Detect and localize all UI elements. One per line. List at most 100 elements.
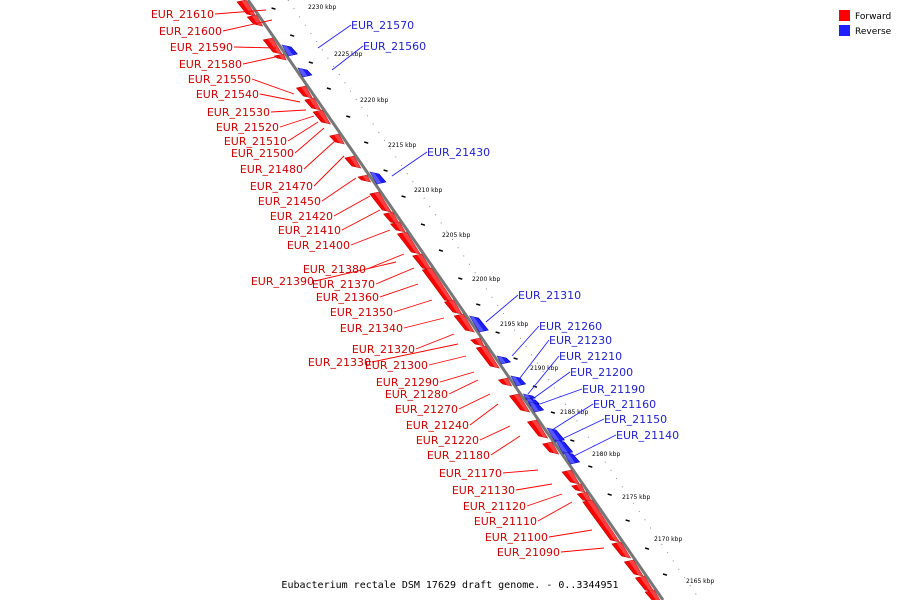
leader-line [251,78,295,95]
forward-gene-label[interactable]: EUR_21580 [179,58,242,71]
tick-label: 2220 kbp [360,97,388,104]
forward-gene-label[interactable]: EUR_21540 [196,88,259,101]
forward-gene[interactable] [344,155,362,169]
gene-highlight [417,254,432,270]
minor-tick [607,493,612,496]
forward-gene[interactable] [611,541,632,559]
forward-gene-label[interactable]: EUR_21530 [207,106,270,119]
reverse-gene[interactable] [281,44,298,57]
forward-gene-label[interactable]: EUR_21090 [497,546,560,559]
forward-gene[interactable] [634,575,655,593]
forward-gene-label[interactable]: EUR_21450 [258,195,321,208]
forward-gene[interactable] [623,559,644,577]
forward-gene[interactable] [475,345,500,369]
forward-gene-label[interactable]: EUR_21410 [278,224,341,237]
forward-gene[interactable] [421,267,455,303]
forward-gene-label[interactable]: EUR_21600 [159,25,222,38]
forward-gene[interactable] [561,469,581,485]
forward-gene-label[interactable]: EUR_21550 [188,73,251,86]
forward-gene-label[interactable]: EUR_21390 [251,275,314,288]
forward-gene[interactable] [383,211,401,225]
forward-gene-label[interactable]: EUR_21270 [395,403,458,416]
forward-gene-label[interactable]: EUR_21380 [303,263,366,276]
forward-gene[interactable] [369,191,392,213]
forward-gene-label[interactable]: EUR_21320 [352,343,415,356]
leader-line [366,253,405,270]
forward-gene-label[interactable]: EUR_21420 [270,210,333,223]
forward-gene[interactable] [396,231,421,255]
forward-gene-label[interactable]: EUR_21120 [463,500,526,513]
gene-highlight [547,428,560,442]
forward-gene[interactable] [644,589,661,600]
reverse-gene[interactable] [297,67,313,78]
reverse-gene[interactable] [528,401,545,413]
reverse-gene-label[interactable]: EUR_21150 [604,413,667,426]
forward-gene-label[interactable]: EUR_21110 [474,515,537,528]
reverse-gene-label[interactable]: EUR_21260 [539,320,602,333]
forward-gene-label[interactable]: EUR_21220 [416,434,479,447]
forward-gene-label[interactable]: EUR_21180 [427,449,490,462]
forward-gene-label[interactable]: EUR_21350 [330,306,393,319]
forward-gene-label[interactable]: EUR_21370 [312,278,375,291]
reverse-gene[interactable] [554,439,574,455]
forward-gene[interactable] [304,97,322,111]
reverse-gene-label[interactable]: EUR_21560 [363,40,426,53]
forward-gene[interactable] [273,53,287,61]
reverse-gene-label[interactable]: EUR_21140 [616,429,679,442]
forward-gene-label[interactable]: EUR_21240 [406,419,469,432]
reverse-gene-label[interactable]: EUR_21570 [351,19,414,32]
forward-gene[interactable] [443,299,463,315]
reverse-gene-label[interactable]: EUR_21160 [593,398,656,411]
reverse-gene-label[interactable]: EUR_21430 [427,146,490,159]
tick-label: 2195 kbp [500,321,528,328]
forward-gene-label[interactable]: EUR_21510 [224,135,287,148]
forward-gene-label[interactable]: EUR_21400 [287,239,350,252]
forward-gene-label[interactable]: EUR_21360 [316,291,379,304]
forward-gene-label[interactable]: EUR_21170 [439,467,502,480]
forward-gene-label[interactable]: EUR_21590 [170,41,233,54]
forward-gene-label[interactable]: EUR_21340 [340,322,403,335]
forward-gene-label[interactable]: EUR_21470 [250,180,313,193]
forward-gene[interactable] [497,377,513,387]
forward-gene[interactable] [508,393,531,413]
forward-gene-label[interactable]: EUR_21290 [376,376,439,389]
reverse-gene-label[interactable]: EUR_21200 [570,366,633,379]
forward-gene-label[interactable]: EUR_21130 [452,484,515,497]
forward-gene[interactable] [470,337,485,347]
forward-gene[interactable] [357,174,372,183]
forward-gene[interactable] [453,313,475,333]
reverse-gene[interactable] [563,451,581,465]
forward-gene[interactable] [312,109,331,125]
reverse-gene[interactable] [369,171,387,185]
forward-gene-label[interactable]: EUR_21520 [216,121,279,134]
forward-gene[interactable] [571,483,586,493]
forward-gene[interactable] [329,133,345,145]
reverse-gene-label[interactable]: EUR_21310 [518,289,581,302]
reverse-gene-label[interactable]: EUR_21190 [582,383,645,396]
forward-gene-label[interactable]: EUR_21610 [151,8,214,21]
forward-gene[interactable] [262,37,283,55]
forward-gene-label[interactable]: EUR_21500 [231,147,294,160]
forward-gene-label[interactable]: EUR_21330 [308,356,371,369]
forward-gene-label[interactable]: EUR_21100 [485,531,548,544]
gene-highlight [401,232,421,254]
forward-gene[interactable] [542,441,560,455]
gene-highlight [349,156,361,168]
leader-line [573,434,617,457]
reverse-gene[interactable] [468,315,489,333]
forward-gene[interactable] [389,221,406,233]
reverse-gene-label[interactable]: EUR_21230 [549,334,612,347]
forward-gene[interactable] [412,253,432,271]
leader-line [502,469,539,474]
forward-gene[interactable] [526,419,549,439]
forward-gene[interactable] [582,499,621,543]
reverse-gene[interactable] [510,375,527,387]
forward-gene[interactable] [576,491,593,503]
forward-gene-label[interactable]: EUR_21480 [240,163,303,176]
reverse-gene-label[interactable]: EUR_21210 [559,350,622,363]
forward-gene-label[interactable]: EUR_21280 [385,388,448,401]
reverse-gene[interactable] [496,355,512,365]
forward-gene[interactable] [295,85,314,99]
forward-gene-label[interactable]: EUR_21300 [365,359,428,372]
